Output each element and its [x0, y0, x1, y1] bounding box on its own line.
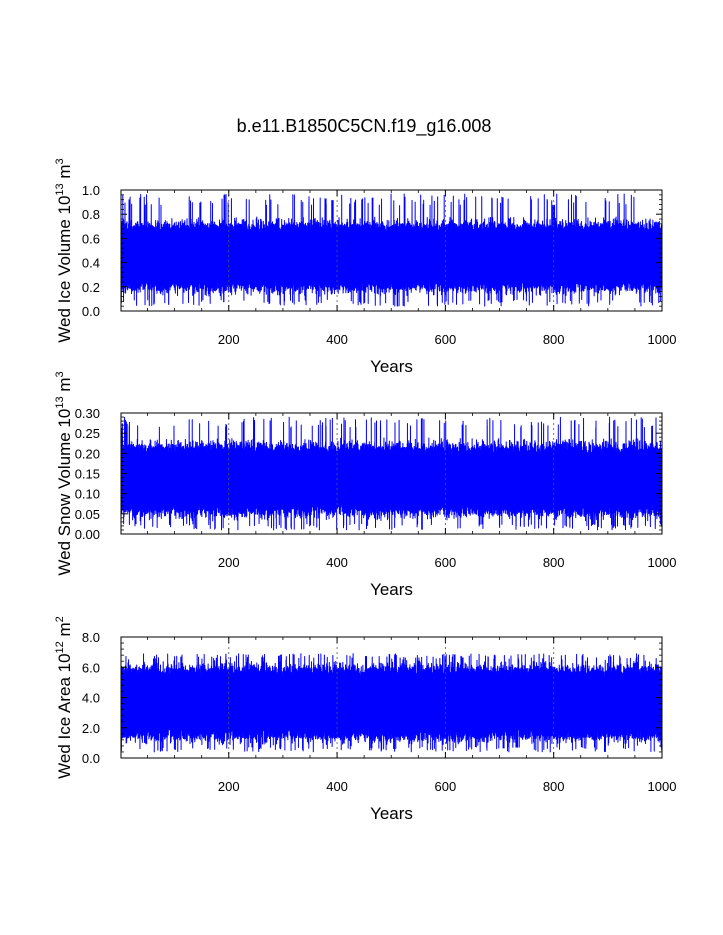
y-tick-label: 0.05	[75, 507, 100, 522]
panel-3: 200 400 600 800 1000 0.0 2.0 4.0 6.0 8.0 Years Wed …	[54, 616, 676, 823]
x-axis-title: Years	[370, 580, 413, 599]
x-tick-label: 800	[543, 555, 565, 570]
x-tick-label: 600	[435, 555, 457, 570]
y-axis-title-superscript: 3	[54, 371, 66, 377]
y-axis-title-superscript: 13	[54, 183, 66, 195]
y-tick-label: 4.0	[82, 691, 100, 706]
series-line-wed-ice-volume	[120, 193, 663, 307]
y-axis-title-text: m	[55, 622, 74, 641]
y-tick-label: 0.00	[75, 527, 100, 542]
y-tick-label: 0.8	[82, 207, 100, 222]
y-axis-title-superscript: 12	[54, 641, 66, 653]
y-axis-title-text: m	[55, 164, 74, 183]
y-tick-label: 0.0	[82, 751, 100, 766]
x-tick-label: 1000	[648, 779, 677, 794]
x-axis-title: Years	[370, 804, 413, 823]
y-axis-title-superscript: 13	[54, 396, 66, 408]
y-tick-label: 0.30	[75, 406, 100, 421]
panels: 200 400 600 800 1000 0.0 0.2 0.4 0.6 0.8 1.0 Years W…	[54, 158, 676, 823]
series-line-wed-snow-volume	[120, 416, 663, 531]
y-tick-label: 0.15	[75, 467, 100, 482]
x-tick-label: 400	[326, 779, 348, 794]
y-axis-title-text: Wed Ice Volume 10	[55, 196, 74, 343]
x-tick-label: 800	[543, 779, 565, 794]
y-tick-label: 0.2	[82, 280, 100, 295]
y-tick-label: 0.0	[82, 304, 100, 319]
panel-1: 200 400 600 800 1000 0.0 0.2 0.4 0.6 0.8 1.0 Years W…	[54, 158, 676, 376]
y-tick-label: 0.20	[75, 446, 100, 461]
x-tick-label: 200	[218, 555, 240, 570]
x-tick-label: 400	[326, 555, 348, 570]
x-tick-label: 400	[326, 332, 348, 347]
y-tick-label: 0.4	[82, 256, 100, 271]
y-axis-title: Wed Snow Volume 1013 m3	[54, 371, 74, 575]
y-axis-title: Wed Ice Volume 1013 m3	[54, 158, 74, 342]
y-axis-title-text: Wed Snow Volume 10	[55, 409, 74, 576]
y-tick-label: 2.0	[82, 721, 100, 736]
y-axis-title: Wed Ice Area 1012 m2	[54, 616, 74, 779]
y-tick-label: 1.0	[82, 183, 100, 198]
y-tick-label: 0.10	[75, 487, 100, 502]
x-tick-label: 1000	[648, 555, 677, 570]
y-axis-title-superscript: 3	[54, 158, 66, 164]
y-tick-label: 0.25	[75, 426, 100, 441]
y-axis-title-superscript: 2	[54, 616, 66, 622]
y-tick-label: 8.0	[82, 630, 100, 645]
y-tick-label: 0.6	[82, 231, 100, 246]
x-tick-label: 200	[218, 332, 240, 347]
x-tick-label: 600	[435, 779, 457, 794]
x-tick-label: 800	[543, 332, 565, 347]
x-axis-title: Years	[370, 357, 413, 376]
x-tick-label: 600	[435, 332, 457, 347]
main-title: b.e11.B1850C5CN.f19_g16.008	[237, 116, 492, 137]
panel-2: 200 400 600 800 1000 0.00 0.05 0.10 0.15 0.20 0.25…	[54, 371, 676, 599]
y-axis-title-text: Wed Ice Area 10	[55, 653, 74, 778]
series-line-wed-ice-area	[120, 653, 663, 753]
y-tick-label: 6.0	[82, 660, 100, 675]
y-axis-title-text: m	[55, 378, 74, 397]
x-tick-label: 1000	[648, 332, 677, 347]
x-tick-label: 200	[218, 779, 240, 794]
